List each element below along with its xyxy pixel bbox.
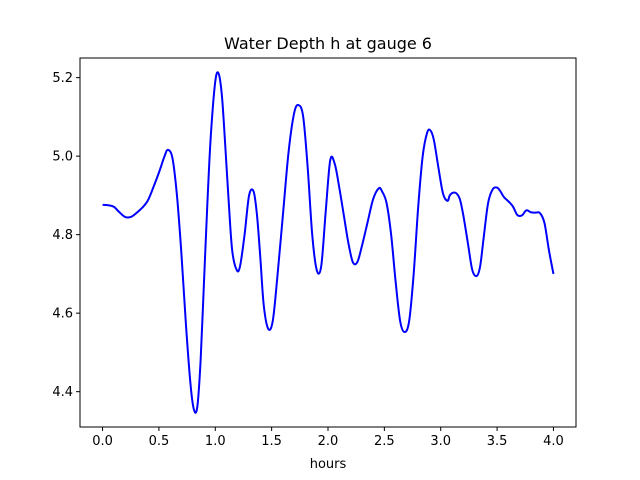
y-tick-label: 4.8 [52, 228, 73, 243]
x-ticks: 0.0 0.5 1.0 1.5 2.0 2.5 3.0 3.5 4.0 [92, 427, 564, 449]
x-tick-label: 3.5 [487, 434, 508, 449]
x-tick-label: 1.5 [261, 434, 282, 449]
x-tick-label: 4.0 [543, 434, 564, 449]
series-layer [102, 71, 555, 414]
axes-frame [79, 57, 577, 428]
y-tick-label: 4.6 [52, 307, 73, 322]
x-tick-label: 0.5 [149, 434, 170, 449]
x-tick-label: 1.0 [205, 434, 226, 449]
x-tick-label: 0.0 [92, 434, 113, 449]
x-tick-label: 3.0 [430, 434, 451, 449]
y-tick-label: 5.2 [52, 71, 73, 86]
y-tick-label: 4.4 [52, 385, 73, 400]
series-line [102, 71, 555, 414]
plot-area [80, 58, 576, 427]
x-tick-label: 2.5 [374, 434, 395, 449]
y-ticks: 4.4 4.6 4.8 5.0 5.2 [52, 71, 80, 400]
y-tick-label: 5.0 [52, 150, 73, 165]
x-tick-label: 2.0 [318, 434, 339, 449]
chart-title: Water Depth h at gauge 6 [224, 34, 432, 53]
x-axis-label: hours [310, 457, 347, 472]
